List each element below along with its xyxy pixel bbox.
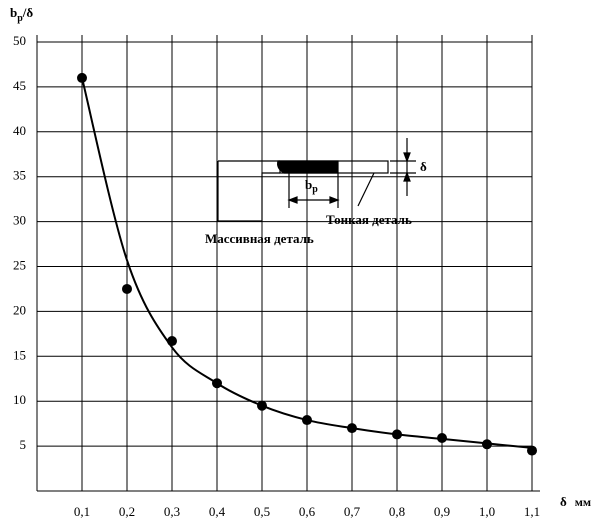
x-tick-label: 1,0 xyxy=(479,504,495,519)
arrow xyxy=(403,152,411,182)
y-tick-label: 30 xyxy=(13,213,26,228)
x-label-symbol: δ xyxy=(560,494,567,509)
delta-label: δ xyxy=(420,159,427,174)
x-tick-label: 0,3 xyxy=(164,504,180,519)
data-point xyxy=(347,423,357,434)
data-point xyxy=(527,445,537,456)
x-tick-label: 0,5 xyxy=(254,504,270,519)
y-tick-label: 35 xyxy=(13,168,26,183)
data-point xyxy=(122,283,132,294)
massive-part-label: Массивная деталь xyxy=(205,231,314,246)
bp-sub: p xyxy=(312,184,318,195)
y-tick-label: 5 xyxy=(20,437,27,452)
y-tick-label: 45 xyxy=(13,78,26,93)
massive-part xyxy=(217,160,280,222)
weld xyxy=(277,160,339,174)
x-tick-label: 0,7 xyxy=(344,504,361,519)
data-point xyxy=(392,429,402,440)
y-tick-label: 10 xyxy=(13,392,26,407)
bp-label: bp xyxy=(305,177,318,195)
x-tick-label: 0,9 xyxy=(434,504,450,519)
y-tick-label: 25 xyxy=(13,257,26,272)
data-point xyxy=(302,415,312,426)
arrow xyxy=(287,196,340,204)
y-label-rest: /δ xyxy=(22,5,34,20)
y-tick-label: 20 xyxy=(13,302,26,317)
bp-base: b xyxy=(305,177,312,192)
y-tick-label: 40 xyxy=(13,123,26,138)
y-label-sub: p xyxy=(17,13,23,24)
x-tick-label: 1,1 xyxy=(524,504,540,519)
x-tick-label: 0,8 xyxy=(389,504,405,519)
y-label-base: b xyxy=(10,5,17,20)
thin-part-label: Тонкая деталь xyxy=(326,212,412,227)
fit-curve xyxy=(81,77,533,449)
x-tick-label: 0,4 xyxy=(209,504,226,519)
y-tick-label: 15 xyxy=(13,347,26,362)
x-tick-label: 0,2 xyxy=(119,504,135,519)
y-tick-label: 50 xyxy=(13,33,26,48)
data-point xyxy=(257,400,267,411)
data-point xyxy=(77,72,87,83)
inset-diagram xyxy=(217,138,416,222)
x-tick-label: 0,1 xyxy=(74,504,90,519)
x-tick-label: 0,6 xyxy=(299,504,316,519)
data-point xyxy=(167,336,177,347)
leader xyxy=(357,172,375,207)
y-axis-label: bp/δ xyxy=(10,5,33,24)
x-axis-label: δ мм xyxy=(560,494,591,509)
x-label-unit: мм xyxy=(575,495,591,509)
data-point xyxy=(482,439,492,450)
data-point xyxy=(437,433,447,444)
data-point xyxy=(212,378,222,389)
